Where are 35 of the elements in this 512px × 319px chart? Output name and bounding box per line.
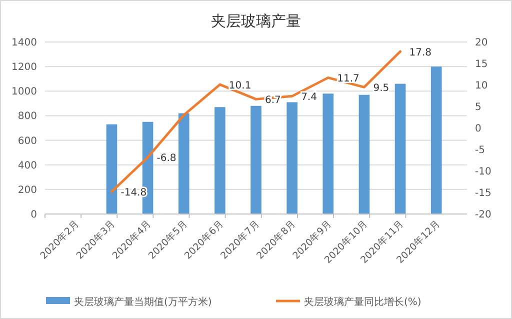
y2-tick-label: -10 — [475, 166, 492, 178]
y-tick-label: 1000 — [12, 86, 37, 98]
bar — [394, 84, 406, 214]
data-label: 17.8 — [409, 47, 432, 58]
bar — [178, 113, 190, 214]
data-label: 11.7 — [337, 74, 360, 85]
y-tick-label: 1400 — [12, 38, 37, 48]
bar — [214, 107, 226, 214]
y2-tick-label: -20 — [475, 210, 492, 220]
legend-label: 夹层玻璃产量当期值(万平方米) — [74, 296, 212, 308]
data-label: 9.5 — [373, 83, 390, 94]
y-tick-label: 1200 — [12, 62, 37, 74]
y2-tick-label: 20 — [475, 38, 488, 48]
y2-tick-label: 0 — [475, 124, 482, 134]
y-tick-label: 200 — [18, 184, 37, 196]
y-tick-label: 600 — [18, 136, 37, 147]
legend-label: 夹层玻璃产量同比增长(%) — [304, 296, 422, 308]
y-tick-label: 400 — [18, 160, 37, 172]
y-tick-label: 0 — [30, 210, 37, 220]
y2-tick-label: -15 — [475, 188, 492, 199]
data-label: -6.8 — [156, 153, 176, 164]
chart-title: 夹层玻璃产量 — [211, 12, 301, 30]
y-tick-label: 800 — [18, 111, 37, 122]
bar — [430, 66, 442, 214]
bar — [286, 102, 298, 214]
y2-tick-label: 5 — [475, 102, 482, 113]
bar — [106, 124, 118, 214]
data-label: 10.1 — [228, 80, 252, 92]
y2-tick-label: 10 — [475, 80, 488, 92]
bar — [358, 94, 370, 214]
bar — [250, 106, 262, 214]
bar — [322, 94, 334, 214]
y2-tick-label: 15 — [475, 59, 488, 70]
data-label: 7.4 — [301, 92, 317, 104]
y2-tick-label: -5 — [475, 145, 485, 156]
